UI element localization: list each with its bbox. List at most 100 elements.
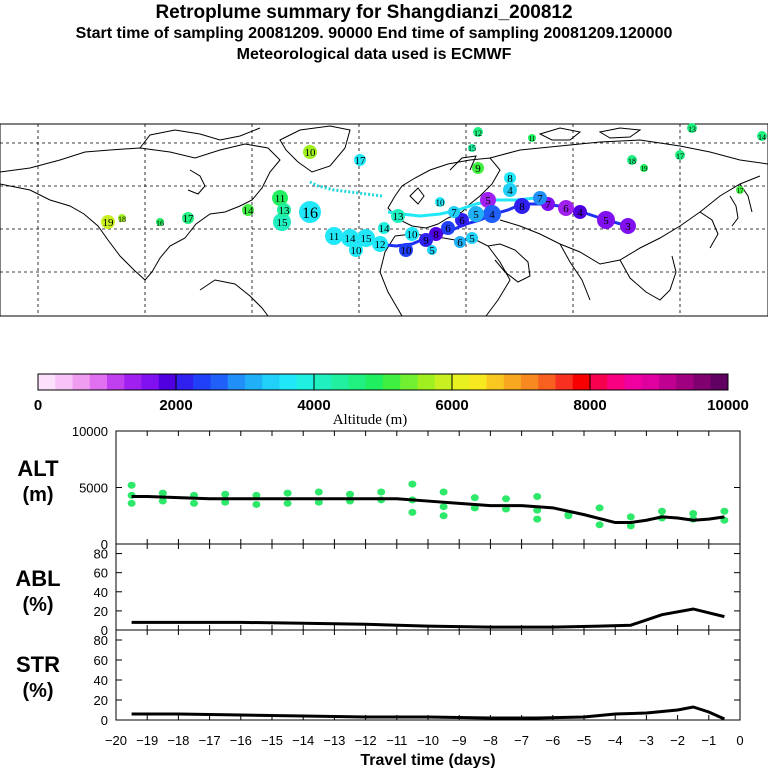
trajectory-marker: 6 <box>441 221 455 235</box>
panel-unit-label: (%) <box>22 594 53 616</box>
trajectory-marker: 11 <box>325 227 343 245</box>
svg-text:4: 4 <box>507 185 513 197</box>
scatter-point <box>408 480 417 488</box>
colorbar-swatch <box>141 374 160 390</box>
panel-label: STR <box>16 652 60 677</box>
scatter-point <box>252 500 261 508</box>
colorbar-swatch <box>227 374 246 390</box>
colorbar-swatch <box>434 374 453 390</box>
svg-text:10: 10 <box>407 229 419 241</box>
trajectory-marker: 14 <box>757 131 767 142</box>
trajectory-marker: 17 <box>182 212 194 225</box>
trajectory-marker: 18 <box>627 155 637 166</box>
svg-text:7: 7 <box>537 193 543 205</box>
colorbar-swatch <box>348 374 367 390</box>
colorbar-tick-label: 10000 <box>707 397 749 414</box>
svg-text:14: 14 <box>345 233 357 245</box>
panel-abl: 80 60 40 20 0 ABL (%) <box>15 543 741 638</box>
colorbar-tick-label: 8000 <box>573 397 606 414</box>
svg-text:16: 16 <box>156 219 164 228</box>
y-tick-label: 40 <box>94 585 108 600</box>
trajectory-marker: 17 <box>736 186 744 195</box>
panel-altitude: 10000 5000 0 ALT (m) <box>17 424 741 552</box>
map-frame <box>0 123 768 317</box>
colorbar-swatch <box>314 374 332 390</box>
panel-frame <box>115 543 741 631</box>
trajectory-marker: 10 <box>405 227 419 241</box>
trajectory-marker: 8 <box>504 172 516 185</box>
trajectory-marker: 15 <box>468 144 476 153</box>
y-tick-label: 5000 <box>79 481 108 496</box>
svg-text:5: 5 <box>469 233 475 245</box>
svg-text:10: 10 <box>351 245 363 257</box>
scatter-point <box>502 505 510 513</box>
trajectory-marker: 5 <box>480 192 496 208</box>
x-tick-label: −7 <box>514 733 529 748</box>
svg-text:6: 6 <box>459 215 465 227</box>
colorbar-label: Altitude (m) <box>333 412 408 428</box>
scatter-point <box>408 508 417 516</box>
y-tick-label: 20 <box>94 693 108 708</box>
trajectory-marker: 12 <box>372 236 388 252</box>
colorbar-swatch <box>383 374 401 390</box>
x-tick-label: −5 <box>577 733 592 748</box>
svg-text:11: 11 <box>329 231 340 243</box>
trajectory-marker: 18 <box>118 214 126 224</box>
colorbar-swatch <box>365 374 384 390</box>
svg-text:9: 9 <box>475 163 481 175</box>
trajectory-marker: 6 <box>558 200 574 216</box>
colorbar-swatch <box>452 374 470 390</box>
svg-text:7: 7 <box>545 199 551 211</box>
scatter-point <box>564 512 573 520</box>
colorbar-swatch <box>245 374 263 390</box>
trajectory-marker: 7 <box>533 191 547 205</box>
svg-text:17: 17 <box>737 187 745 195</box>
colorbar-swatch <box>38 374 56 390</box>
trajectory-marker: 19 <box>101 215 115 229</box>
scatter-point <box>127 499 136 507</box>
scatter-point <box>314 498 323 506</box>
trajectory-marker: 6 <box>454 236 466 249</box>
trajectory-marker: 13 <box>277 203 291 217</box>
trajectory-marker: 8 <box>514 198 530 214</box>
series-line <box>131 705 726 721</box>
colorbar-swatch <box>279 374 298 390</box>
svg-text:19: 19 <box>103 217 115 229</box>
scatter-point <box>221 498 230 506</box>
svg-text:13: 13 <box>279 205 291 217</box>
svg-text:11: 11 <box>275 193 286 205</box>
colorbar-swatch <box>641 374 660 390</box>
trajectory-marker: 5 <box>427 245 437 257</box>
panel-frame <box>115 629 741 721</box>
panel-label: ABL <box>15 566 60 591</box>
x-tick-label: −11 <box>386 733 407 748</box>
x-tick-label: −6 <box>545 733 560 748</box>
scatter-point <box>626 522 635 530</box>
colorbar-tick-label: 0 <box>34 397 42 414</box>
scatter-point <box>127 481 136 489</box>
trajectory-marker: 9 <box>472 162 484 175</box>
trajectory-marker: 10 <box>303 145 317 159</box>
colorbar-swatch <box>555 374 574 390</box>
colorbar-swatch <box>417 374 436 390</box>
trajectory-marker: 14 <box>378 222 390 235</box>
svg-text:18: 18 <box>118 215 126 224</box>
colorbar-swatch <box>158 374 177 390</box>
colorbar-swatch <box>469 374 487 390</box>
colorbar-swatch <box>89 374 108 390</box>
svg-text:14: 14 <box>379 223 391 235</box>
panel-unit-label: (m) <box>22 484 53 506</box>
trajectory-marker: 17 <box>675 150 685 161</box>
scatter-point <box>314 488 323 496</box>
svg-text:10: 10 <box>305 147 317 159</box>
trajectory-marker: 4 <box>503 183 517 197</box>
trajectory-marker: 3 <box>620 218 636 234</box>
svg-text:15: 15 <box>468 144 476 153</box>
trajectory-marker: 5 <box>466 232 478 245</box>
scatter-point <box>158 497 167 505</box>
svg-text:5: 5 <box>603 215 609 227</box>
colorbar-swatch <box>503 374 522 390</box>
colorbar-swatch <box>296 374 315 390</box>
trajectory-marker: 6 <box>455 213 469 227</box>
scatter-point <box>533 493 542 501</box>
